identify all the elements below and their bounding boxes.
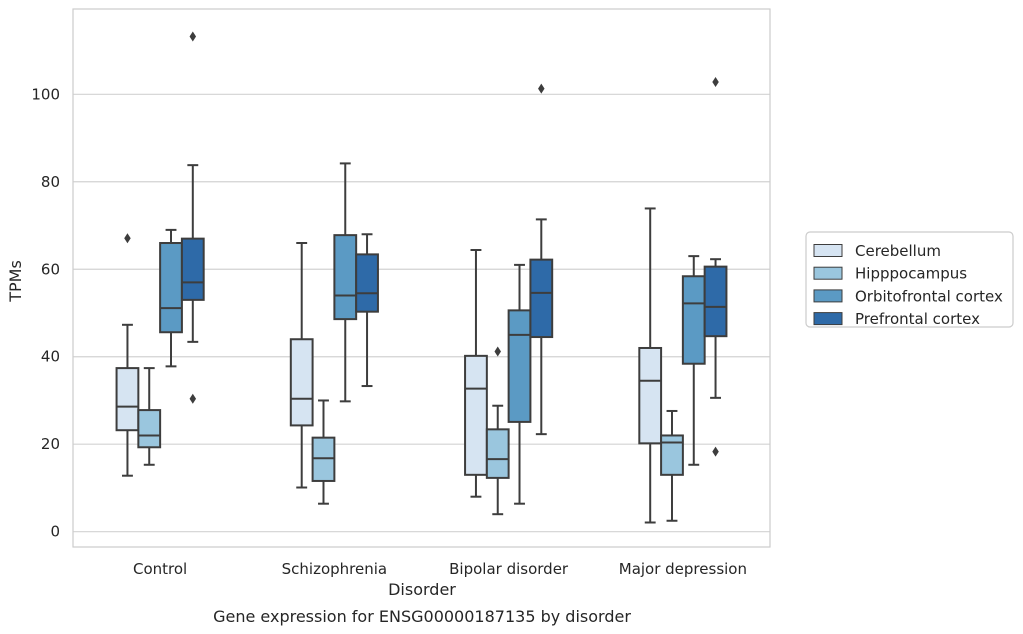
y-tick-label: 60 bbox=[41, 260, 60, 278]
legend-swatch bbox=[813, 312, 843, 326]
box-plot-group bbox=[464, 249, 488, 498]
legend-label: Prefrontal cortex bbox=[855, 310, 980, 328]
y-tick-label: 40 bbox=[41, 348, 60, 366]
x-axis-label: Disorder bbox=[388, 580, 456, 599]
box-body bbox=[638, 346, 663, 445]
box-plot-group bbox=[137, 367, 162, 466]
box-plot-group bbox=[529, 83, 554, 436]
box-body bbox=[485, 428, 510, 479]
legend-item: Prefrontal cortex bbox=[813, 310, 980, 328]
x-tick-label: Major depression bbox=[619, 560, 747, 578]
box-plot-group bbox=[703, 77, 728, 457]
legend-item: Hipppocampus bbox=[813, 265, 967, 283]
outlier-point bbox=[712, 446, 719, 457]
y-tick-label: 20 bbox=[41, 435, 60, 453]
box-body bbox=[311, 436, 336, 482]
box-body bbox=[180, 237, 205, 301]
box-plot-group bbox=[485, 346, 510, 516]
box-plot-group bbox=[638, 207, 663, 524]
box-plot-group bbox=[159, 228, 183, 368]
outlier-point bbox=[189, 31, 197, 42]
box-body bbox=[681, 275, 706, 365]
legend: Cerebellum Hipppocampus Orbitofrontal cort… bbox=[805, 231, 1014, 328]
x-tick-labels: Control Schizophrenia Bipolar disorder Majo… bbox=[133, 560, 747, 578]
box-body bbox=[703, 265, 728, 338]
legend-label: Hipppocampus bbox=[855, 265, 967, 283]
box-body bbox=[289, 338, 314, 427]
boxes-layer bbox=[115, 31, 728, 524]
outlier-point bbox=[124, 233, 131, 244]
outlier-point bbox=[538, 83, 545, 94]
legend-item: Cerebellum bbox=[813, 242, 941, 260]
box-plot-group bbox=[507, 263, 532, 505]
outlier-point bbox=[494, 346, 501, 357]
legend-label: Orbitofrontal cortex bbox=[855, 287, 1003, 305]
box-plot-group bbox=[289, 242, 314, 489]
box-body bbox=[355, 253, 379, 313]
legend-swatch bbox=[813, 289, 843, 303]
box-body bbox=[464, 354, 488, 476]
y-tick-label: 80 bbox=[41, 173, 60, 191]
box-plot-group bbox=[660, 409, 684, 522]
box-plot-group bbox=[311, 399, 336, 505]
box-body bbox=[507, 309, 532, 423]
box-body bbox=[529, 258, 554, 339]
plot-frame bbox=[72, 8, 771, 548]
legend-swatch bbox=[813, 266, 843, 280]
x-tick-label: Bipolar disorder bbox=[449, 560, 569, 578]
legend-frame bbox=[805, 231, 1014, 328]
y-tick-labels: 0 20 40 60 80 100 bbox=[31, 85, 60, 540]
y-tick-label: 0 bbox=[50, 523, 60, 541]
box-plot-group bbox=[681, 255, 706, 466]
y-tick-label: 100 bbox=[31, 85, 60, 103]
outlier-point bbox=[189, 393, 197, 404]
chart-caption: Gene expression for ENSG00000187135 by d… bbox=[213, 607, 631, 626]
box-body bbox=[159, 242, 183, 334]
legend-label: Cerebellum bbox=[855, 242, 941, 260]
box-plot-group bbox=[115, 233, 140, 477]
outlier-point bbox=[712, 77, 719, 88]
box-body bbox=[115, 367, 140, 432]
legend-item: Orbitofrontal cortex bbox=[813, 287, 1003, 305]
x-tick-label: Control bbox=[133, 560, 187, 578]
box-plot-group bbox=[180, 31, 205, 404]
legend-swatch bbox=[813, 244, 843, 257]
x-tick-label: Schizophrenia bbox=[282, 560, 387, 578]
y-axis-label: TPMs bbox=[6, 260, 25, 303]
box-body bbox=[660, 434, 684, 476]
box-body bbox=[137, 409, 162, 449]
box-body bbox=[333, 234, 358, 321]
box-plot-group bbox=[355, 233, 379, 388]
